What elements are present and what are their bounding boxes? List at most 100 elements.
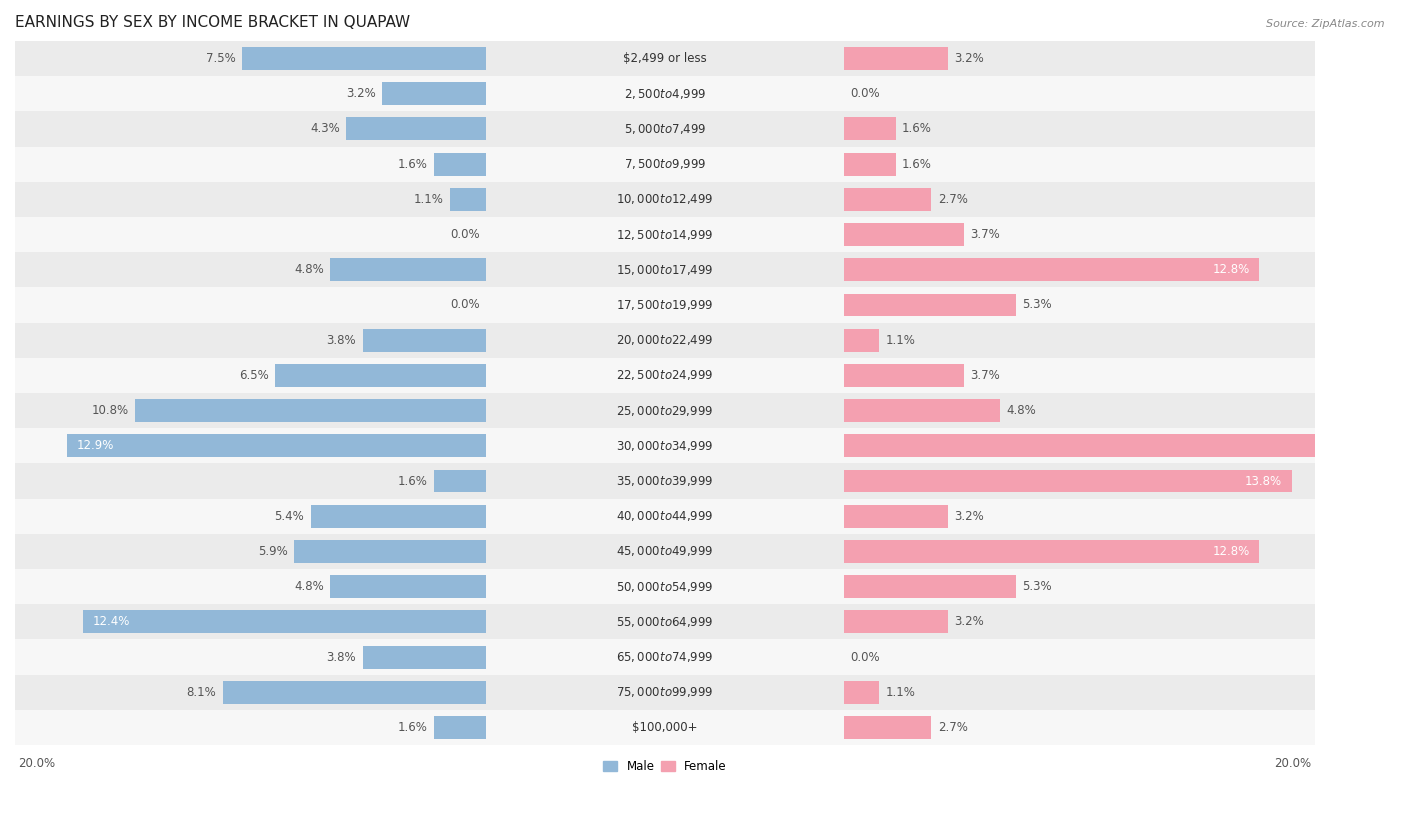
Text: $50,000 to $54,999: $50,000 to $54,999	[616, 580, 714, 593]
Bar	[15, 252, 1315, 287]
Text: $17,500 to $19,999: $17,500 to $19,999	[616, 298, 714, 312]
Bar	[83, 611, 486, 633]
Bar	[382, 82, 486, 105]
Bar	[15, 710, 1315, 745]
Bar	[844, 364, 963, 387]
Bar	[15, 675, 1315, 710]
Bar	[15, 287, 1315, 323]
Bar	[434, 716, 486, 739]
Text: 3.2%: 3.2%	[955, 52, 984, 65]
Text: 3.2%: 3.2%	[955, 510, 984, 523]
Text: 1.6%: 1.6%	[903, 158, 932, 171]
Text: Source: ZipAtlas.com: Source: ZipAtlas.com	[1267, 19, 1385, 28]
Text: $65,000 to $74,999: $65,000 to $74,999	[616, 650, 714, 664]
Bar	[242, 47, 486, 70]
Bar	[15, 111, 1315, 146]
Bar	[844, 505, 948, 528]
Text: 20.0%: 20.0%	[18, 758, 55, 771]
Bar	[450, 188, 486, 211]
Text: 7.5%: 7.5%	[207, 52, 236, 65]
Text: 3.8%: 3.8%	[326, 333, 356, 346]
Text: $5,000 to $7,499: $5,000 to $7,499	[624, 122, 706, 136]
Text: 4.3%: 4.3%	[311, 123, 340, 136]
Text: $10,000 to $12,499: $10,000 to $12,499	[616, 193, 714, 207]
Bar	[15, 604, 1315, 640]
Bar	[363, 646, 486, 668]
Text: 12.9%: 12.9%	[77, 439, 114, 452]
Text: $40,000 to $44,999: $40,000 to $44,999	[616, 509, 714, 524]
Bar	[15, 182, 1315, 217]
Text: 4.8%: 4.8%	[294, 263, 323, 276]
Text: $30,000 to $34,999: $30,000 to $34,999	[616, 439, 714, 453]
Bar	[844, 399, 1000, 422]
Bar	[15, 640, 1315, 675]
Bar	[844, 223, 963, 246]
Bar	[844, 293, 1015, 316]
Bar	[844, 188, 931, 211]
Bar	[844, 611, 948, 633]
Text: 5.3%: 5.3%	[1022, 298, 1052, 311]
Text: 0.0%: 0.0%	[851, 87, 880, 100]
Bar	[844, 47, 948, 70]
Text: 17.6%: 17.6%	[1368, 439, 1406, 452]
Bar	[294, 540, 486, 563]
Bar	[224, 680, 486, 704]
Bar	[434, 470, 486, 493]
Text: $75,000 to $99,999: $75,000 to $99,999	[616, 685, 714, 699]
Text: 0.0%: 0.0%	[450, 298, 479, 311]
Text: $7,500 to $9,999: $7,500 to $9,999	[624, 157, 706, 171]
Text: $100,000+: $100,000+	[633, 721, 697, 734]
Text: $15,000 to $17,499: $15,000 to $17,499	[616, 263, 714, 276]
Text: 3.2%: 3.2%	[346, 87, 375, 100]
Text: 1.1%: 1.1%	[413, 193, 444, 206]
Bar	[311, 505, 486, 528]
Bar	[330, 575, 486, 598]
Bar	[15, 323, 1315, 358]
Text: $55,000 to $64,999: $55,000 to $64,999	[616, 615, 714, 628]
Legend: Male, Female: Male, Female	[599, 755, 731, 778]
Bar	[844, 117, 896, 141]
Text: $2,500 to $4,999: $2,500 to $4,999	[624, 87, 706, 101]
Text: 0.0%: 0.0%	[450, 228, 479, 241]
Text: $20,000 to $22,499: $20,000 to $22,499	[616, 333, 714, 347]
Text: 4.8%: 4.8%	[294, 580, 323, 593]
Text: 1.6%: 1.6%	[398, 721, 427, 734]
Bar	[844, 470, 1292, 493]
Text: 3.8%: 3.8%	[326, 650, 356, 663]
Text: $12,500 to $14,999: $12,500 to $14,999	[616, 228, 714, 241]
Text: 1.1%: 1.1%	[886, 333, 915, 346]
Text: 12.8%: 12.8%	[1212, 545, 1250, 558]
Bar	[15, 217, 1315, 252]
Text: 5.4%: 5.4%	[274, 510, 304, 523]
Bar	[15, 146, 1315, 182]
Bar	[15, 393, 1315, 428]
Text: 3.7%: 3.7%	[970, 369, 1000, 382]
Text: $2,499 or less: $2,499 or less	[623, 52, 707, 65]
Bar	[15, 76, 1315, 111]
Text: 10.8%: 10.8%	[91, 404, 129, 417]
Text: 5.9%: 5.9%	[259, 545, 288, 558]
Text: 5.3%: 5.3%	[1022, 580, 1052, 593]
Text: 1.6%: 1.6%	[903, 123, 932, 136]
Text: 1.6%: 1.6%	[398, 158, 427, 171]
Bar	[15, 463, 1315, 498]
Bar	[844, 328, 879, 351]
Bar	[844, 680, 879, 704]
Text: 3.7%: 3.7%	[970, 228, 1000, 241]
Text: 20.0%: 20.0%	[1274, 758, 1312, 771]
Text: 4.8%: 4.8%	[1007, 404, 1036, 417]
Text: 8.1%: 8.1%	[187, 686, 217, 698]
Text: 0.0%: 0.0%	[851, 650, 880, 663]
Bar	[434, 153, 486, 176]
Bar	[15, 358, 1315, 393]
Bar	[844, 575, 1015, 598]
Text: 2.7%: 2.7%	[938, 721, 967, 734]
Text: $22,500 to $24,999: $22,500 to $24,999	[616, 368, 714, 382]
Bar	[363, 328, 486, 351]
Text: 2.7%: 2.7%	[938, 193, 967, 206]
Bar	[330, 259, 486, 281]
Text: $35,000 to $39,999: $35,000 to $39,999	[616, 474, 714, 488]
Bar	[15, 534, 1315, 569]
Bar	[844, 153, 896, 176]
Bar	[67, 434, 486, 457]
